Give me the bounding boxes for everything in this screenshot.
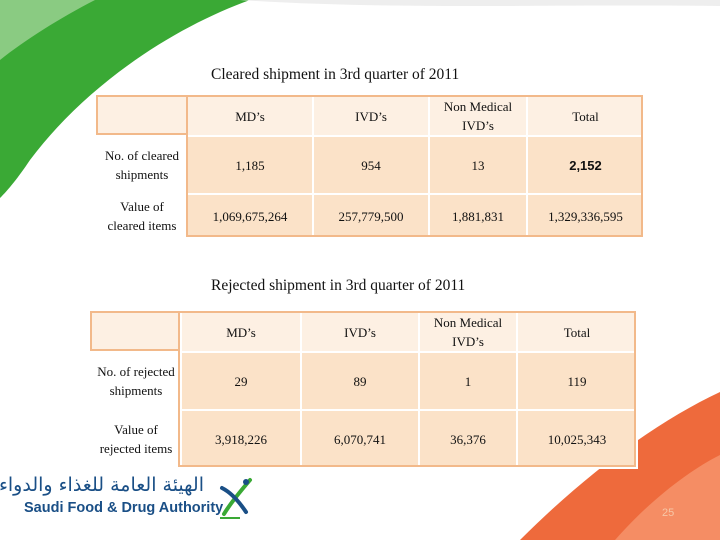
- row-label: Value of rejected items: [90, 409, 182, 469]
- table-cell: 1,185: [186, 135, 314, 195]
- table-cell: 1,881,831: [428, 193, 528, 239]
- header-cell: Non Medical IVD’s: [428, 95, 528, 137]
- table-cell: 1,069,675,264: [186, 193, 314, 239]
- table-cell: 29: [180, 351, 302, 411]
- header-cell: Total: [526, 95, 645, 137]
- header-cell: Total: [516, 311, 638, 353]
- table-cell: 1: [418, 351, 518, 411]
- header-cell: IVD’s: [300, 311, 420, 353]
- rejected-shipments-table: MD’s IVD’s Non Medical IVD’s Total No. o…: [90, 311, 638, 469]
- light-orange-corner-shape: [615, 455, 720, 540]
- page-number: 25: [662, 507, 675, 519]
- header-cell: MD’s: [186, 95, 314, 137]
- cleared-table-title: Cleared shipment in 3rd quarter of 2011: [211, 66, 460, 83]
- header-cell: MD’s: [180, 311, 302, 353]
- table-cell: 6,070,741: [300, 409, 420, 469]
- sfda-logo: الهيئة العامة للغذاء والدواء Saudi Food …: [0, 474, 254, 524]
- header-cell: Non Medical IVD’s: [418, 311, 518, 353]
- sfda-emblem-icon: [220, 478, 252, 519]
- table-cell: 3,918,226: [180, 409, 302, 469]
- table-row: Value of cleared items 1,069,675,264 257…: [96, 193, 645, 239]
- table-cell: 119: [516, 351, 638, 411]
- table-row: No. of rejected shipments 29 89 1 119: [90, 351, 638, 411]
- table-cell: 954: [312, 135, 430, 195]
- table-cell: 2,152: [526, 135, 645, 195]
- row-label: No. of rejected shipments: [90, 351, 182, 411]
- table-row: Value of rejected items 3,918,226 6,070,…: [90, 409, 638, 469]
- table-cell: 36,376: [418, 409, 518, 469]
- row-label: No. of cleared shipments: [96, 135, 188, 195]
- table-cell: 257,779,500: [312, 193, 430, 239]
- table-cell: 10,025,343: [516, 409, 638, 469]
- row-label: Value of cleared items: [96, 193, 188, 239]
- table-header-row: MD’s IVD’s Non Medical IVD’s Total: [90, 311, 638, 353]
- table-header-row: MD’s IVD’s Non Medical IVD’s Total: [96, 95, 645, 137]
- rejected-table-title: Rejected shipment in 3rd quarter of 2011: [211, 277, 466, 294]
- light-grey-swoosh-shape: [240, 0, 720, 6]
- table-row: No. of cleared shipments 1,185 954 13 2,…: [96, 135, 645, 195]
- header-cell: [96, 95, 188, 137]
- cleared-shipments-table: MD’s IVD’s Non Medical IVD’s Total No. o…: [96, 95, 645, 239]
- logo-arabic-text: الهيئة العامة للغذاء والدواء: [0, 474, 204, 496]
- table-cell: 1,329,336,595: [526, 193, 645, 239]
- header-cell: IVD’s: [312, 95, 430, 137]
- table-cell: 13: [428, 135, 528, 195]
- light-green-swoosh-shape: [0, 0, 95, 60]
- green-swoosh-shape: [0, 0, 250, 198]
- table-cell: 89: [300, 351, 420, 411]
- header-cell: [90, 311, 182, 353]
- logo-english-text: Saudi Food & Drug Authority: [24, 500, 224, 516]
